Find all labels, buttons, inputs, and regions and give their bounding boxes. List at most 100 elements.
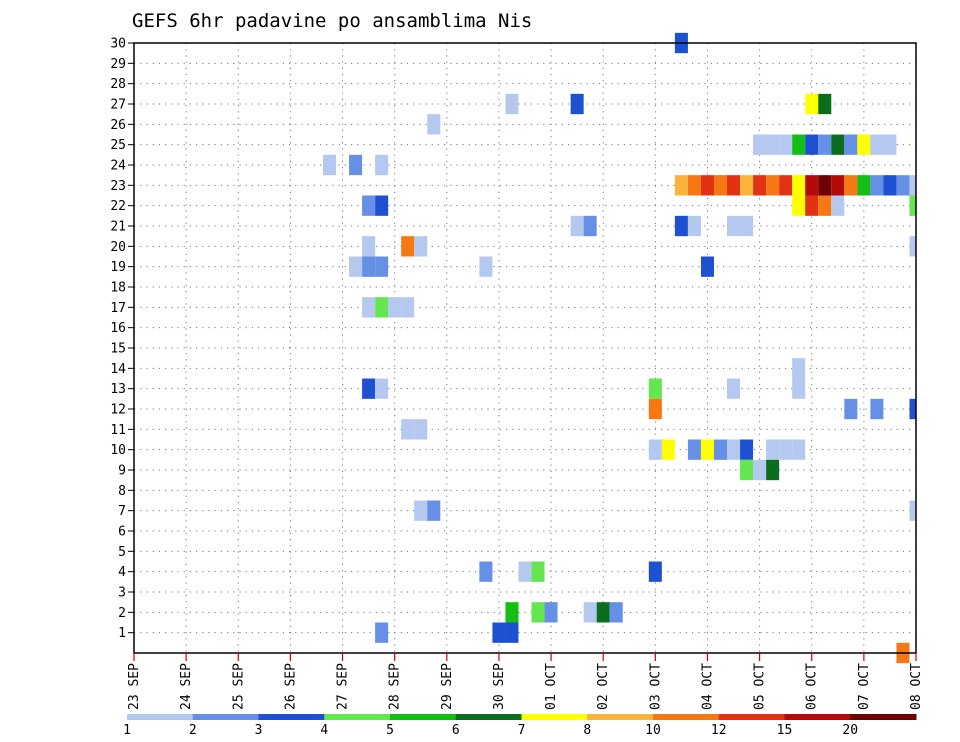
- y-tick-label: 25: [110, 138, 126, 153]
- data-cell: [909, 500, 916, 521]
- data-cell: [661, 439, 675, 460]
- data-cell: [896, 175, 910, 196]
- data-cell: [700, 439, 714, 460]
- data-cell: [414, 236, 428, 257]
- x-tick-label: 07 OCT: [857, 663, 872, 710]
- x-tick-label: 26 SEP: [283, 663, 298, 710]
- data-cell: [909, 195, 916, 216]
- data-cell: [870, 398, 884, 420]
- data-cell: [727, 378, 741, 399]
- data-cell: [583, 602, 597, 623]
- data-cell: [792, 439, 806, 460]
- data-cell: [375, 378, 389, 399]
- y-tick-label: 30: [110, 37, 126, 52]
- data-cell: [792, 175, 806, 196]
- y-tick-label: 5: [118, 545, 126, 560]
- x-tick-label: 05 OCT: [753, 663, 768, 710]
- data-cell: [700, 175, 714, 196]
- y-tick-label: 12: [110, 403, 126, 418]
- colorbar-swatch: [718, 714, 785, 720]
- data-cell: [401, 419, 415, 440]
- data-cell: [531, 561, 545, 582]
- data-cell: [505, 93, 519, 115]
- data-cell: [674, 175, 688, 196]
- data-cell: [844, 175, 858, 196]
- colorbar-label: 2: [189, 723, 197, 738]
- y-tick-label: 23: [110, 179, 126, 194]
- data-cell: [870, 134, 884, 155]
- y-tick-label: 13: [110, 382, 126, 397]
- data-cell: [518, 561, 532, 582]
- data-cell: [362, 378, 376, 399]
- data-cell: [362, 256, 376, 277]
- data-cell: [713, 175, 728, 196]
- colorbar-label: 20: [842, 723, 858, 738]
- data-cells: [322, 32, 916, 664]
- y-tick-label: 24: [110, 159, 126, 174]
- y-tick-label: 26: [110, 118, 126, 133]
- y-tick-label: 14: [110, 362, 126, 377]
- data-cell: [362, 195, 376, 216]
- colorbar-swatch: [390, 714, 457, 720]
- data-cell: [870, 175, 884, 196]
- data-cell: [362, 297, 376, 318]
- x-tick-label: 24 SEP: [179, 663, 194, 710]
- data-cell: [727, 439, 741, 460]
- y-tick-label: 1: [118, 626, 126, 641]
- y-tick-label: 7: [118, 504, 126, 519]
- data-cell: [766, 134, 780, 155]
- data-cell: [792, 378, 806, 399]
- data-cell: [831, 195, 845, 216]
- colorbar: 1 2 3 4 5 6 7 8 10 12 15 20: [123, 714, 917, 738]
- x-tick-label: 25 SEP: [231, 663, 246, 710]
- colorbar-swatch: [784, 714, 851, 720]
- colorbar-label: 1: [123, 723, 131, 738]
- y-tick-label: 22: [110, 199, 126, 214]
- colorbar-swatch: [587, 714, 654, 720]
- data-cell: [479, 256, 493, 277]
- y-tick-label: 2: [118, 606, 126, 621]
- data-cell: [805, 134, 819, 155]
- y-tick-label: 29: [110, 57, 126, 72]
- data-cell: [388, 297, 402, 318]
- data-cell: [805, 175, 819, 196]
- y-tick-label: 27: [110, 98, 126, 113]
- data-cell: [479, 561, 493, 582]
- data-cell: [349, 154, 363, 176]
- data-cell: [375, 195, 389, 216]
- data-cell: [883, 134, 897, 155]
- data-cell: [648, 561, 662, 582]
- x-tick-label: 08 OCT: [909, 663, 924, 710]
- data-cell: [596, 602, 610, 623]
- y-tick-label: 6: [118, 525, 126, 540]
- data-cell: [909, 175, 916, 196]
- data-cell: [531, 602, 545, 623]
- x-tick-label: 29 SEP: [440, 663, 455, 710]
- data-cell: [740, 459, 754, 481]
- data-cell: [766, 175, 780, 196]
- data-cell: [687, 175, 701, 196]
- y-tick-label: 18: [110, 281, 126, 296]
- data-cell: [844, 398, 858, 420]
- y-tick-label: 11: [110, 423, 126, 438]
- data-cell: [492, 622, 506, 643]
- data-cell: [544, 602, 558, 623]
- data-cell: [687, 439, 701, 460]
- colorbar-swatch: [850, 714, 917, 720]
- data-cell: [779, 175, 793, 196]
- colorbar-swatch: [653, 714, 720, 720]
- data-cell: [322, 154, 337, 176]
- data-cell: [831, 175, 845, 196]
- y-tick-label: 28: [110, 77, 126, 92]
- y-tick-label: 8: [118, 484, 126, 499]
- data-cell: [740, 439, 754, 460]
- data-cell: [792, 358, 806, 379]
- data-cell: [648, 398, 662, 420]
- data-cell: [909, 236, 916, 257]
- colorbar-label: 8: [583, 723, 591, 738]
- data-cell: [648, 439, 662, 460]
- data-cell: [792, 134, 806, 155]
- x-axis-ticks: 23 SEP 24 SEP 25 SEP 26 SEP 27 SEP 28 SEP 29 S…: [127, 653, 924, 710]
- data-cell: [505, 622, 519, 643]
- data-cell: [818, 175, 832, 196]
